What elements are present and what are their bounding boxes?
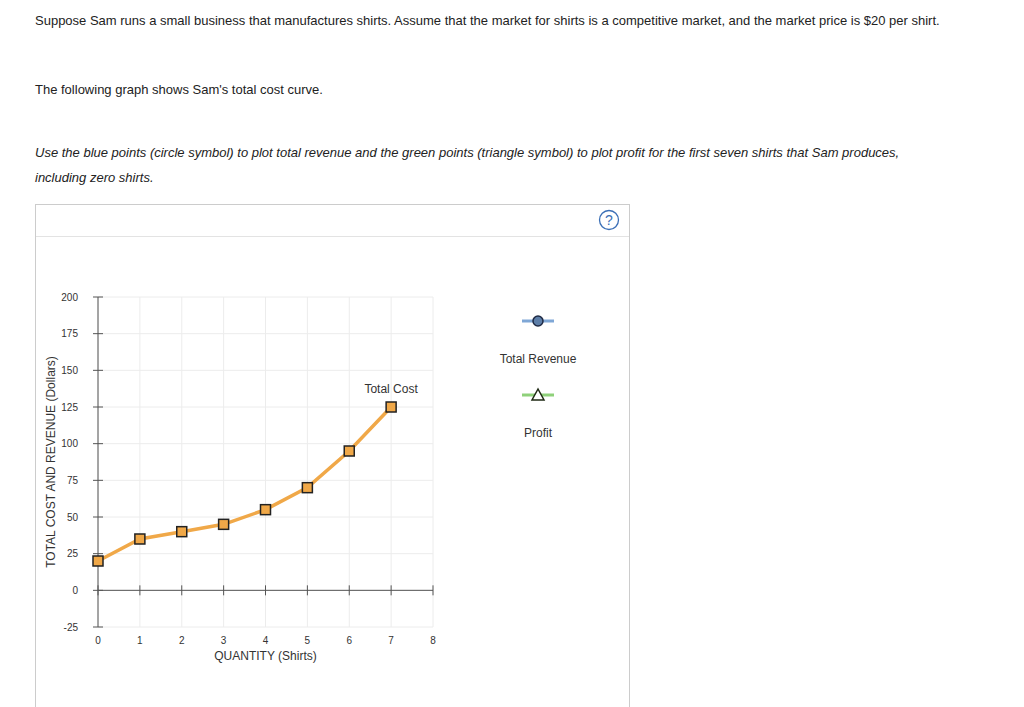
grid-line bbox=[98, 480, 433, 481]
y-tick bbox=[93, 480, 103, 481]
data-point bbox=[386, 402, 396, 412]
grid-line bbox=[98, 627, 433, 628]
y-axis bbox=[98, 297, 99, 627]
grid-line bbox=[98, 297, 99, 627]
x-tick-label: 5 bbox=[305, 635, 311, 646]
y-tick bbox=[93, 443, 103, 444]
y-tick bbox=[93, 407, 103, 408]
y-tick-label: -25 bbox=[64, 622, 79, 633]
x-tick bbox=[223, 585, 224, 595]
grid-line bbox=[98, 407, 433, 408]
y-tick-label: 75 bbox=[67, 475, 79, 486]
chart-frame bbox=[36, 205, 630, 707]
data-point bbox=[177, 527, 187, 537]
grid-line bbox=[98, 517, 433, 518]
x-tick bbox=[433, 585, 434, 595]
x-tick bbox=[181, 585, 182, 595]
y-tick bbox=[93, 297, 103, 298]
grid-line bbox=[433, 297, 434, 627]
grid-line bbox=[181, 297, 182, 627]
x-tick-label: 0 bbox=[95, 635, 101, 646]
plot-area bbox=[93, 402, 396, 566]
grid-line bbox=[349, 297, 350, 627]
frame-divider bbox=[36, 236, 629, 237]
y-tick bbox=[93, 627, 103, 628]
grid-line bbox=[223, 297, 224, 627]
data-point bbox=[344, 446, 354, 456]
data-point bbox=[219, 519, 229, 529]
grid-line bbox=[265, 297, 266, 627]
x-tick-label: 3 bbox=[221, 635, 227, 646]
y-axis-label: TOTAL COST AND REVENUE (Dollars) bbox=[44, 356, 58, 568]
grid-line bbox=[307, 297, 308, 627]
series-line bbox=[98, 407, 391, 561]
paragraph: Suppose Sam runs a small business that m… bbox=[35, 8, 990, 33]
y-tick bbox=[93, 553, 103, 554]
y-tick bbox=[93, 517, 103, 518]
x-tick bbox=[139, 585, 140, 595]
data-point bbox=[302, 483, 312, 493]
grid-line bbox=[98, 443, 433, 444]
x-tick bbox=[349, 585, 350, 595]
grid-line bbox=[98, 553, 433, 554]
grid-line bbox=[98, 297, 433, 298]
x-tick bbox=[391, 585, 392, 595]
y-tick-label: 50 bbox=[67, 512, 79, 523]
series-label: Total Cost bbox=[364, 382, 418, 396]
x-tick-label: 1 bbox=[137, 635, 143, 646]
y-tick-label: 200 bbox=[61, 292, 78, 303]
help-icon[interactable] bbox=[600, 211, 619, 230]
y-tick bbox=[93, 333, 103, 334]
legend-label: Total Revenue bbox=[500, 352, 577, 366]
x-tick-label: 6 bbox=[346, 635, 352, 646]
grid-line bbox=[98, 370, 433, 371]
x-tick-label: 4 bbox=[263, 635, 269, 646]
y-tick-label: 125 bbox=[61, 402, 78, 413]
x-tick bbox=[307, 585, 308, 595]
legend-swatch bbox=[533, 316, 543, 326]
y-tick-label: 25 bbox=[67, 548, 79, 559]
x-axis-label: QUANTITY (Shirts) bbox=[214, 649, 316, 663]
y-tick bbox=[93, 370, 103, 371]
y-tick-label: 0 bbox=[72, 585, 78, 596]
y-tick-label: 175 bbox=[61, 328, 78, 339]
y-tick-label: 100 bbox=[61, 438, 78, 449]
x-tick-label: 2 bbox=[179, 635, 185, 646]
x-tick-label: 8 bbox=[430, 635, 436, 646]
grid-line bbox=[139, 297, 140, 627]
x-tick bbox=[98, 585, 99, 595]
x-tick bbox=[265, 585, 266, 595]
paragraph: Use the blue points (circle symbol) to p… bbox=[35, 140, 950, 190]
x-tick-label: 7 bbox=[388, 635, 394, 646]
data-point bbox=[135, 534, 145, 544]
legend-swatch bbox=[532, 389, 544, 400]
grid-line bbox=[98, 333, 433, 334]
help-icon-text: ? bbox=[605, 212, 613, 228]
data-point bbox=[261, 505, 271, 515]
data-point bbox=[93, 556, 103, 566]
legend-label: Profit bbox=[524, 426, 553, 440]
y-tick-label: 150 bbox=[61, 365, 78, 376]
grid-line bbox=[391, 297, 392, 627]
paragraph: The following graph shows Sam's total co… bbox=[35, 77, 990, 102]
